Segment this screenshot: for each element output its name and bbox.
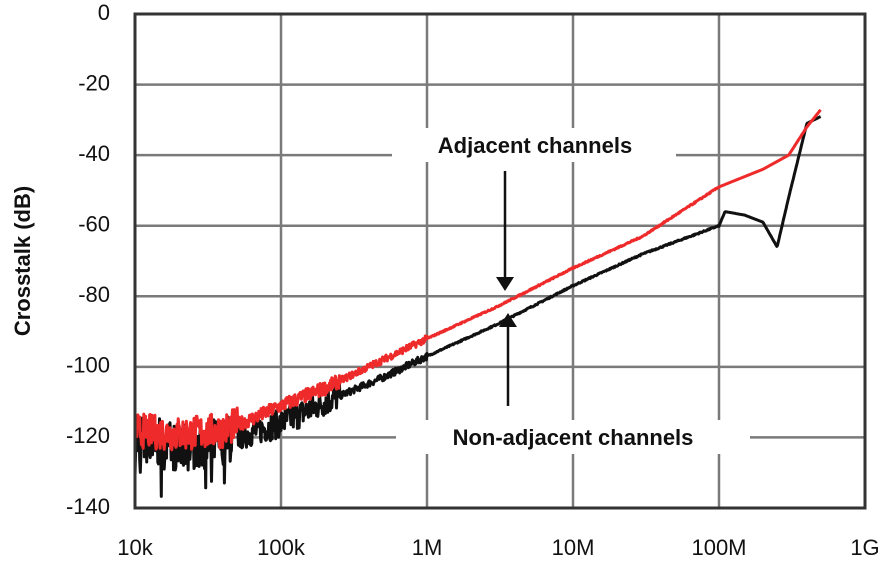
annotation-non-adjacent: Non-adjacent channels: [396, 313, 750, 454]
series-layer: [133, 108, 822, 498]
x-tick-label: 10M: [552, 535, 595, 560]
series-adjacent-channels: [133, 108, 822, 452]
annotation-adjacent-label: Adjacent channels: [438, 133, 632, 158]
y-tick-label: -60: [78, 212, 110, 237]
y-tick-label: -140: [66, 494, 110, 519]
y-tick-label: -80: [78, 282, 110, 307]
y-tick-label: -20: [78, 70, 110, 95]
y-tick-label: 0: [98, 0, 110, 25]
y-tick-label: -100: [66, 353, 110, 378]
annotation-non-adjacent-bg: [396, 420, 750, 454]
y-tick-label: -120: [66, 423, 110, 448]
annotation-non-adjacent-label: Non-adjacent channels: [453, 425, 694, 450]
y-tick-label: -40: [78, 141, 110, 166]
x-tick-label: 100M: [691, 535, 746, 560]
x-axis-ticks: 10k 100k 1M 10M 100M 1G: [117, 535, 879, 560]
x-tick-label: 1G: [850, 535, 879, 560]
annotation-adjacent: Adjacent channels: [392, 128, 676, 291]
x-tick-label: 100k: [257, 535, 306, 560]
arrow-up-icon: [499, 313, 517, 327]
y-axis-ticks: 0 -20 -40 -60 -80 -100 -120 -140: [66, 0, 110, 519]
arrow-down-icon: [496, 277, 514, 291]
y-axis-label: Crosstalk (dB): [10, 186, 35, 336]
x-tick-label: 1M: [412, 535, 443, 560]
annotation-adjacent-bg: [392, 128, 676, 162]
series-non-adjacent-channels: [133, 115, 822, 498]
x-tick-label: 10k: [117, 535, 153, 560]
plot-frame: [133, 12, 867, 510]
